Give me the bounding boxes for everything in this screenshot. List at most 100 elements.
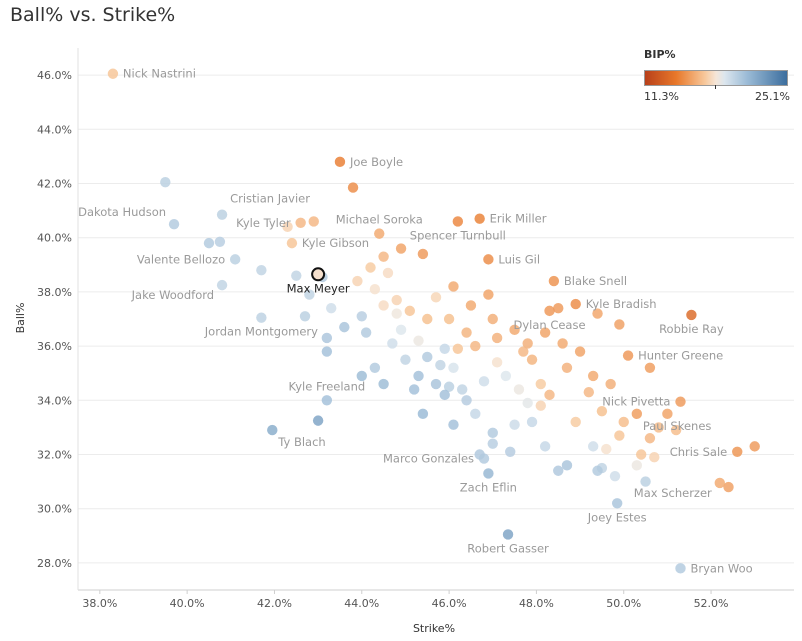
data-point[interactable]	[267, 424, 278, 436]
data-point[interactable]	[378, 251, 389, 262]
data-point[interactable]	[347, 182, 359, 193]
data-point[interactable]	[430, 378, 442, 390]
data-point[interactable]	[618, 416, 629, 428]
data-point[interactable]	[570, 416, 581, 428]
data-point[interactable]	[491, 332, 503, 344]
data-point[interactable]	[417, 248, 429, 260]
data-point[interactable]	[596, 405, 608, 417]
data-point[interactable]	[614, 430, 625, 441]
data-point[interactable]	[509, 419, 520, 430]
data-point[interactable]	[526, 354, 538, 365]
data-point[interactable]	[544, 305, 555, 317]
data-point[interactable]	[382, 267, 394, 279]
data-point[interactable]	[631, 408, 643, 420]
data-point[interactable]	[291, 270, 302, 281]
data-point[interactable]	[723, 481, 734, 493]
data-point[interactable]	[339, 321, 350, 333]
data-point[interactable]	[321, 346, 333, 357]
data-point[interactable]	[395, 243, 407, 254]
data-point[interactable]	[478, 453, 490, 464]
data-point[interactable]	[356, 370, 367, 382]
data-point[interactable]	[448, 362, 459, 373]
data-point[interactable]	[417, 408, 429, 420]
data-point[interactable]	[413, 370, 424, 382]
data-point[interactable]	[326, 302, 337, 314]
data-point[interactable]	[404, 305, 416, 317]
data-point[interactable]	[435, 359, 446, 371]
data-point[interactable]	[378, 378, 389, 390]
data-point[interactable]	[216, 279, 228, 291]
data-point[interactable]	[491, 357, 503, 368]
data-point[interactable]	[299, 311, 311, 322]
data-point[interactable]	[574, 346, 586, 357]
data-point[interactable]	[478, 376, 490, 387]
data-point[interactable]	[321, 332, 333, 344]
data-point[interactable]	[443, 313, 455, 325]
data-point[interactable]	[321, 395, 333, 406]
data-point[interactable]	[430, 292, 442, 303]
data-point[interactable]	[513, 384, 525, 395]
data-point[interactable]	[374, 228, 385, 239]
data-point[interactable]	[539, 441, 551, 452]
data-point[interactable]	[614, 319, 625, 330]
data-point[interactable]	[413, 335, 424, 346]
data-point[interactable]	[378, 300, 389, 311]
data-point[interactable]	[509, 324, 520, 336]
data-point[interactable]	[539, 327, 551, 338]
data-point[interactable]	[295, 217, 306, 228]
data-point[interactable]	[308, 216, 319, 227]
data-point[interactable]	[487, 427, 498, 439]
data-point[interactable]	[500, 370, 512, 382]
data-point[interactable]	[622, 350, 634, 361]
data-point[interactable]	[526, 416, 538, 428]
data-point[interactable]	[391, 294, 402, 306]
data-point[interactable]	[422, 351, 433, 363]
data-point[interactable]	[470, 340, 481, 352]
data-point[interactable]	[548, 275, 560, 287]
data-point[interactable]	[544, 389, 555, 401]
data-point[interactable]	[670, 424, 682, 436]
data-point[interactable]	[443, 381, 455, 392]
data-point[interactable]	[487, 313, 498, 325]
data-point[interactable]	[483, 254, 494, 265]
data-point[interactable]	[561, 460, 573, 471]
data-point[interactable]	[256, 265, 267, 276]
data-point[interactable]	[505, 446, 516, 457]
data-point[interactable]	[561, 362, 573, 373]
data-point[interactable]	[557, 338, 568, 349]
data-point[interactable]	[483, 468, 494, 479]
data-point[interactable]	[535, 400, 546, 411]
data-point[interactable]	[686, 309, 697, 321]
data-point[interactable]	[522, 338, 533, 349]
data-point[interactable]	[456, 384, 468, 395]
data-point[interactable]	[631, 460, 643, 471]
data-point[interactable]	[644, 433, 656, 444]
data-point[interactable]	[387, 338, 398, 349]
data-point[interactable]	[535, 378, 546, 390]
data-point[interactable]	[592, 308, 603, 319]
data-point[interactable]	[675, 396, 686, 407]
data-point[interactable]	[214, 236, 226, 247]
data-point[interactable]	[408, 384, 420, 395]
data-point[interactable]	[256, 312, 267, 323]
data-point[interactable]	[553, 465, 564, 476]
data-point[interactable]	[282, 221, 293, 233]
data-point[interactable]	[714, 477, 725, 489]
data-point[interactable]	[487, 438, 498, 449]
data-point[interactable]	[304, 289, 315, 300]
data-point[interactable]	[286, 237, 298, 249]
data-point[interactable]	[168, 218, 180, 230]
data-point[interactable]	[583, 386, 595, 398]
data-point[interactable]	[395, 324, 407, 336]
data-point[interactable]	[356, 311, 367, 322]
data-point[interactable]	[461, 327, 472, 338]
data-point[interactable]	[391, 308, 402, 319]
data-point[interactable]	[470, 408, 481, 420]
data-point[interactable]	[352, 275, 363, 287]
data-point[interactable]	[369, 283, 381, 295]
data-point[interactable]	[522, 397, 533, 409]
data-point[interactable]	[605, 378, 616, 390]
data-point[interactable]	[649, 452, 660, 463]
data-point[interactable]	[216, 209, 228, 220]
data-point[interactable]	[452, 216, 464, 227]
